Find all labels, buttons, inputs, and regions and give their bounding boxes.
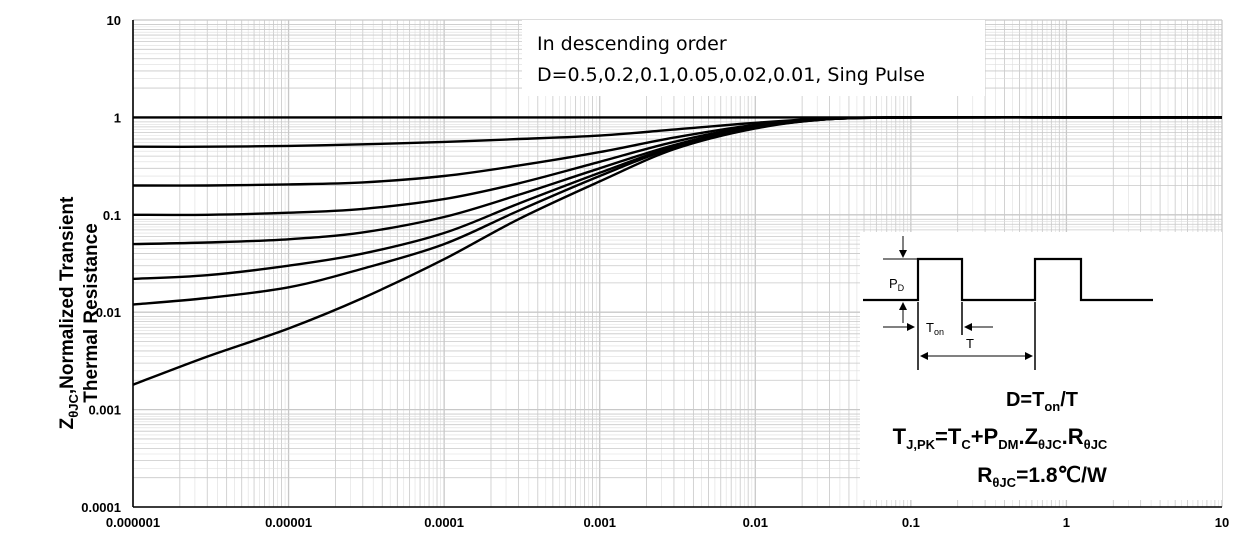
formula-rth-0: R <box>977 464 992 487</box>
x-tick-label: 0.000001 <box>106 515 160 530</box>
pd-arrow-head-top <box>899 250 907 258</box>
formula-rth-2: =1.8℃/W <box>1016 464 1107 487</box>
legend: In descending order D=0.5,0.2,0.1,0.05,0… <box>522 20 985 96</box>
x-tick-label: 0.00001 <box>265 515 312 530</box>
ton-label-sub: on <box>934 327 944 337</box>
x-tick-label: 0.001 <box>583 515 616 530</box>
formula-tj-7: θJC <box>1038 437 1062 452</box>
period-arrow-head-right <box>1025 352 1033 360</box>
legend-box <box>522 20 985 96</box>
pd-label-base: P <box>889 276 898 291</box>
formula-tj-9: θJC <box>1084 437 1108 452</box>
ton-arrow-head-right <box>964 323 972 331</box>
x-tick-label: 0.1 <box>902 515 920 530</box>
y-axis-label-rest: ,Normalized Transient <box>57 196 78 394</box>
legend-line-1: In descending order <box>537 33 727 55</box>
formula-tj-6: .Z <box>1018 424 1038 449</box>
ton-arrow-head-left <box>907 323 915 331</box>
y-axis-label-2: Thermal Resistance <box>81 223 102 403</box>
pulse-waveform <box>863 257 1153 302</box>
t-label: T <box>966 336 974 351</box>
formula-rth-1: θJC <box>992 475 1016 490</box>
pd-arrow-head-bottom <box>899 302 907 310</box>
pd-label: PD <box>889 276 905 293</box>
x-tick-label: 10 <box>1215 515 1229 530</box>
formula-rth: RθJC=1.8℃/W <box>977 464 1107 490</box>
formula-duty: D=Ton/T <box>1006 389 1078 414</box>
legend-line-2: D=0.5,0.2,0.1,0.05,0.02,0.01, Sing Pulse <box>537 64 925 86</box>
y-axis-label: ZθJC,Normalized Transient <box>57 196 81 429</box>
pd-label-sub: D <box>898 283 905 293</box>
y-tick-label: 0.1 <box>103 208 121 223</box>
y-tick-label: 1 <box>114 110 121 125</box>
pulse-inset: PD Ton T D=Ton/T TJ,PK=TC+PDM.ZθJC.RθJC … <box>860 232 1222 500</box>
y-tick-label: 0.001 <box>88 403 121 418</box>
y-axis-label-base: Z <box>57 417 78 429</box>
formula-tj: TJ,PK=TC+PDM.ZθJC.RθJC <box>893 424 1108 452</box>
y-tick-label: 10 <box>107 13 121 28</box>
x-tick-label: 0.0001 <box>424 515 464 530</box>
inset-box <box>860 232 1222 500</box>
ton-label: Ton <box>926 320 944 337</box>
formula-tj-3: C <box>961 437 971 452</box>
formula-tj-0: T <box>893 424 907 449</box>
series-line-2 <box>132 116 1222 217</box>
formula-tj-4: +P <box>971 424 999 449</box>
formula-tj-5: DM <box>998 437 1018 452</box>
formula-tj-8: .R <box>1062 424 1084 449</box>
x-tick-label: 0.01 <box>743 515 768 530</box>
y-tick-label: 0.01 <box>96 305 121 320</box>
axes: 0.000001 0.00001 0.0001 0.001 0.01 0.1 1 10 10 1 0… <box>81 13 1229 530</box>
ton-label-base: T <box>926 320 934 335</box>
y-axis-label-line-1: ZθJC,Normalized Transient <box>57 196 81 429</box>
y-axis-label-sub: θJC <box>66 393 81 417</box>
formula-tj-1: J,PK <box>906 437 936 452</box>
y-tick-label: 0.0001 <box>81 500 121 515</box>
formula-duty-a: D=T <box>1006 389 1044 411</box>
x-tick-label: 1 <box>1063 515 1070 530</box>
formula-tj-2: =T <box>935 424 962 449</box>
formula-duty-b: on <box>1044 399 1060 414</box>
y-axis-label-line-2: Thermal Resistance <box>81 223 102 403</box>
period-arrow-head-left <box>920 352 928 360</box>
series-group <box>132 116 1222 386</box>
formula-duty-c: /T <box>1060 389 1078 411</box>
